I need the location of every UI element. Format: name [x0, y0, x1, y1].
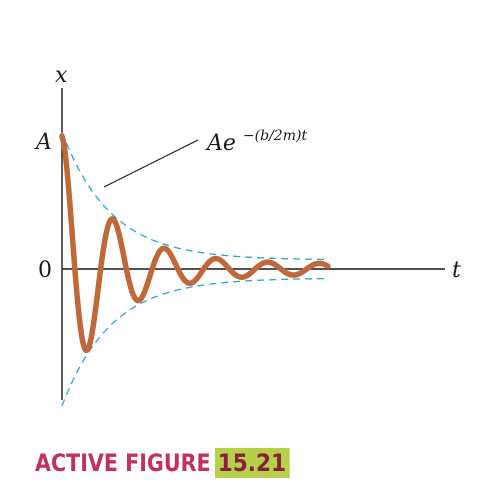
formula-exponent: −(b/2m)t: [243, 128, 308, 144]
zero-tick-label: 0: [38, 258, 52, 283]
caption-figure-number: 15.21: [215, 448, 290, 478]
formula-base: Ae: [205, 131, 236, 156]
upper-envelope-curve: [61, 131, 325, 261]
x-axis-label: t: [452, 258, 461, 283]
lower-envelope-curve: [61, 277, 325, 407]
y-axis-label: x: [55, 63, 68, 88]
damped-oscillation-curve: [59, 133, 331, 354]
amplitude-tick-label: A: [34, 130, 52, 155]
formula-leader-line: [103, 139, 199, 188]
caption-label: ACTIVE FIGURE: [35, 449, 211, 477]
envelope-formula: Ae −(b/2m)t: [205, 128, 307, 156]
figure-caption: ACTIVE FIGURE 15.21: [35, 447, 298, 479]
